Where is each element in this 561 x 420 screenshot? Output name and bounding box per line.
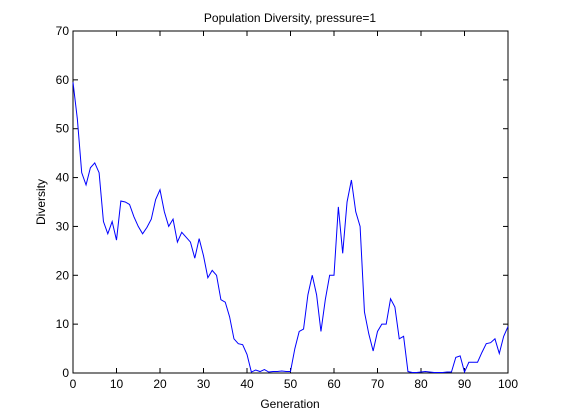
axis-ticks: [72, 30, 509, 374]
x-tick-label: 90: [458, 377, 472, 391]
y-tick-label: 40: [56, 171, 70, 185]
x-tick-label: 20: [153, 377, 167, 391]
x-tick-label: 60: [327, 377, 341, 391]
y-tick-label: 30: [56, 219, 70, 233]
diversity-series-line: [72, 82, 509, 374]
y-tick-label: 0: [62, 366, 69, 380]
x-axis-tick-labels: 0 10 20 30 40 50 60 70 80 90 100: [70, 377, 519, 391]
y-tick-label: 20: [56, 268, 70, 282]
x-tick-label: 10: [110, 377, 124, 391]
x-tick-label: 40: [240, 377, 254, 391]
x-tick-label: 80: [414, 377, 428, 391]
x-tick-label: 50: [284, 377, 298, 391]
x-tick-label: 30: [197, 377, 211, 391]
y-axis-tick-labels: 0 10 20 30 40 50 60 70: [56, 24, 70, 380]
y-tick-label: 50: [56, 122, 70, 136]
x-tick-label: 70: [371, 377, 385, 391]
x-tick-label: 0: [70, 377, 77, 391]
plot-area: [72, 30, 509, 374]
y-tick-label: 70: [56, 24, 70, 38]
axes-box: [72, 30, 509, 374]
x-tick-label: 100: [498, 377, 518, 391]
y-tick-label: 60: [56, 73, 70, 87]
y-tick-label: 10: [56, 317, 70, 331]
y-axis-label: Diversity: [34, 179, 48, 225]
chart-title: Population Diversity, pressure=1: [204, 11, 377, 25]
x-axis-label: Generation: [260, 397, 319, 411]
